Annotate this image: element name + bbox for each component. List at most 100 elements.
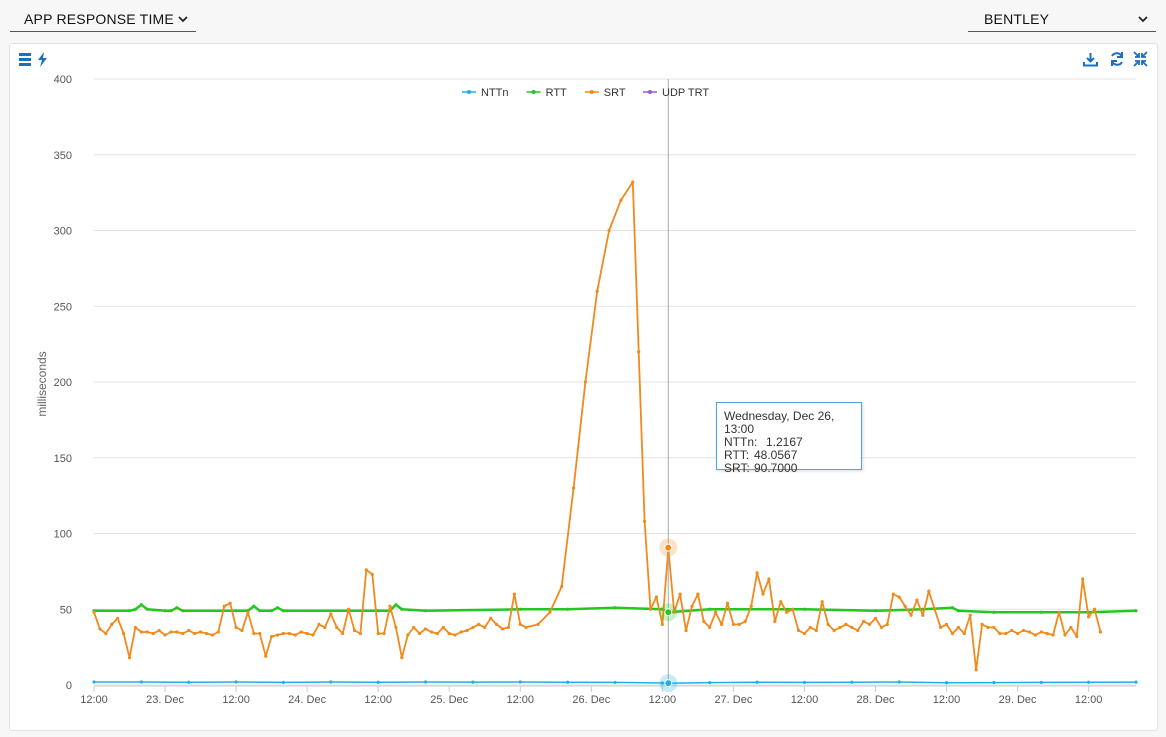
data-point-srt — [512, 592, 516, 596]
data-point-srt — [275, 633, 280, 637]
data-point-srt — [352, 628, 357, 633]
data-point-srt — [299, 630, 303, 634]
data-point-srt — [1063, 633, 1067, 637]
tooltip-title: Wednesday, Dec 26, 13:00 — [724, 409, 835, 436]
hover-marker — [664, 543, 673, 552]
data-point-srt — [968, 613, 972, 617]
data-point-srt — [927, 589, 931, 593]
data-point-srt — [1051, 633, 1055, 637]
data-point-srt — [548, 610, 552, 614]
series-line-srt — [93, 181, 1102, 671]
data-point-srt — [175, 630, 179, 634]
data-point-ntt — [471, 680, 475, 684]
data-point-srt — [98, 627, 102, 631]
metric-selector[interactable]: APP RESPONSE TIME — [10, 6, 196, 32]
data-point-srt — [335, 625, 339, 630]
data-point-srt — [187, 628, 191, 633]
y-tick-label: 250 — [54, 301, 72, 313]
data-point-srt — [820, 600, 824, 604]
data-point-ntt — [1087, 680, 1091, 684]
data-point-srt — [222, 604, 226, 608]
legend-label-udp[interactable]: UDP TRT — [662, 87, 709, 99]
data-point-srt — [157, 628, 161, 633]
data-point-srt — [796, 628, 801, 633]
data-point-srt — [281, 631, 286, 636]
data-point-srt — [524, 625, 528, 630]
data-point-ntt — [376, 680, 380, 684]
data-point-srt — [654, 595, 659, 599]
data-point-rtt — [139, 603, 143, 607]
data-point-srt — [832, 628, 836, 633]
y-tick-label: 150 — [54, 453, 72, 465]
data-point-rtt — [1134, 609, 1138, 613]
x-tick-label: 12:00 — [364, 694, 392, 706]
data-point-srt — [104, 631, 108, 636]
data-point-srt — [921, 613, 925, 617]
series-line-ntt — [94, 681, 1137, 684]
data-point-srt — [944, 622, 949, 627]
data-point-srt — [631, 180, 635, 184]
data-point-srt — [92, 610, 96, 614]
data-point-srt — [246, 610, 250, 614]
refresh-icon[interactable] — [1109, 51, 1125, 67]
legend-marker-ntt — [467, 90, 471, 94]
data-point-srt — [423, 627, 428, 631]
data-point-srt — [453, 633, 457, 637]
data-point-ntt — [518, 680, 522, 684]
y-tick-label: 200 — [54, 377, 72, 389]
data-point-srt — [127, 656, 132, 660]
data-point-srt — [293, 633, 297, 637]
lightning-icon[interactable] — [37, 52, 48, 67]
data-point-rtt — [708, 607, 712, 611]
data-point-srt — [879, 625, 884, 630]
data-point-srt — [856, 628, 860, 633]
legend-label-rtt[interactable]: RTT — [546, 87, 567, 99]
data-point-ntt — [329, 680, 333, 684]
data-point-srt — [850, 625, 854, 630]
x-tick-label: 24. Dec — [288, 694, 326, 706]
data-point-srt — [802, 631, 807, 636]
x-tick-label: 12:00 — [791, 694, 819, 706]
data-point-srt — [151, 631, 155, 636]
data-point-rtt — [376, 609, 380, 613]
data-point-srt — [844, 622, 848, 627]
data-point-srt — [394, 625, 398, 630]
site-selector[interactable]: BENTLEY — [968, 6, 1156, 32]
data-point-srt — [933, 607, 937, 611]
data-point-srt — [885, 622, 889, 627]
legend-label-ntt[interactable]: NTTn — [481, 87, 509, 99]
data-point-ntt — [1134, 680, 1138, 684]
data-point-srt — [264, 654, 268, 658]
data-point-srt — [974, 668, 978, 672]
data-point-srt — [270, 634, 274, 639]
x-tick-label: 12:00 — [80, 694, 108, 706]
gridlines — [94, 78, 1136, 686]
legend-label-srt[interactable]: SRT — [604, 87, 626, 99]
data-point-srt — [122, 631, 126, 636]
data-point-srt — [903, 604, 907, 608]
data-point-srt — [459, 630, 463, 634]
data-point-srt — [755, 571, 759, 575]
y-axis: 0 50 100 150 200 250 300 350 400 — [54, 74, 72, 692]
data-point-srt — [346, 607, 351, 611]
data-point-srt — [1045, 631, 1049, 636]
data-point-srt — [506, 625, 511, 630]
data-point-srt — [441, 625, 445, 630]
data-point-srt — [477, 622, 481, 627]
data-point-rtt — [394, 603, 398, 607]
data-point-srt — [998, 631, 1002, 636]
menu-icon[interactable] — [19, 53, 32, 66]
data-point-rtt — [169, 609, 173, 613]
collapse-icon[interactable] — [1133, 51, 1148, 67]
download-icon[interactable] — [1083, 52, 1098, 67]
data-point-rtt — [1039, 610, 1043, 614]
data-point-srt — [1015, 631, 1020, 636]
data-point-srt — [400, 656, 404, 660]
data-point-srt — [814, 628, 818, 633]
data-point-srt — [1081, 577, 1085, 581]
data-point-srt — [909, 613, 913, 617]
data-point-srt — [317, 622, 321, 627]
legend: NTTn RTT SRT UDP TRT — [462, 87, 709, 99]
y-tick-label: 300 — [54, 226, 72, 238]
data-point-ntt — [234, 680, 238, 684]
